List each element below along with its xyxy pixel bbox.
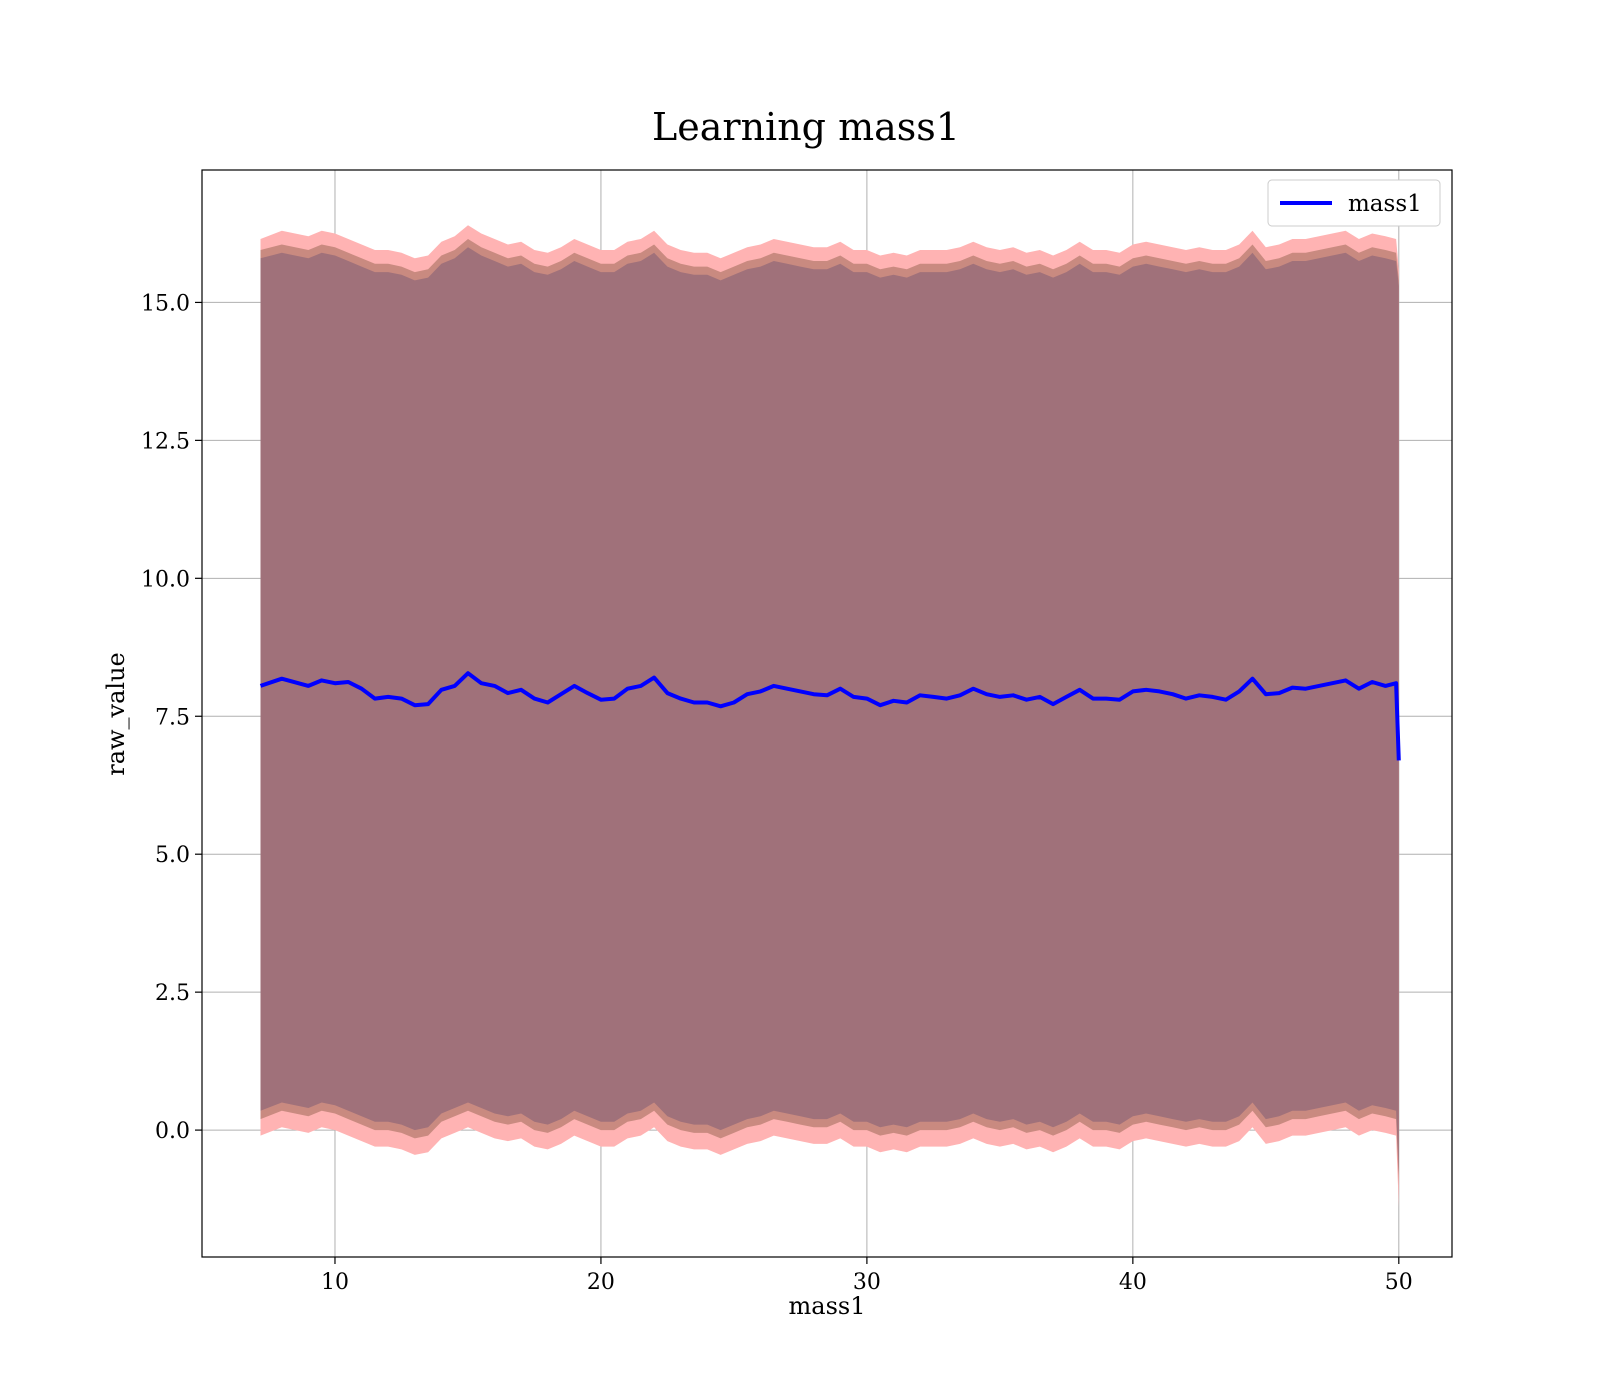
y-tick-label: 12.5 — [141, 429, 190, 454]
x-axis: 10 20 30 40 50 — [321, 1257, 1413, 1295]
series-line-mass1 — [259, 671, 1401, 761]
x-tick-label: 10 — [321, 1270, 349, 1295]
legend-entry-mass1: mass1 — [1348, 191, 1422, 217]
chart-title: Learning mass1 — [652, 105, 960, 149]
x-tick-label: 40 — [1119, 1270, 1147, 1295]
plot-frame — [201, 169, 1453, 1258]
y-tick-label: 7.5 — [155, 705, 190, 730]
plot-area — [259, 225, 1401, 1208]
x-axis-label: mass1 — [789, 1292, 866, 1320]
y-tick-label: 10.0 — [141, 567, 190, 592]
y-tick-label: 5.0 — [155, 843, 190, 868]
y-tick-label: 2.5 — [155, 981, 190, 1006]
legend-box — [1267, 179, 1441, 227]
x-tick-label: 30 — [853, 1270, 881, 1295]
legend: mass1 — [1267, 179, 1441, 227]
y-tick-label: 15.0 — [141, 291, 190, 316]
y-axis-label: raw_value — [102, 652, 130, 776]
band-inner — [260, 247, 1399, 1175]
y-tick-label: 0.0 — [155, 1119, 190, 1144]
x-tick-label: 50 — [1385, 1270, 1413, 1295]
y-axis: 0.0 2.5 5.0 7.5 10.0 12.5 15.0 — [141, 291, 202, 1144]
x-tick-label: 20 — [587, 1270, 615, 1295]
